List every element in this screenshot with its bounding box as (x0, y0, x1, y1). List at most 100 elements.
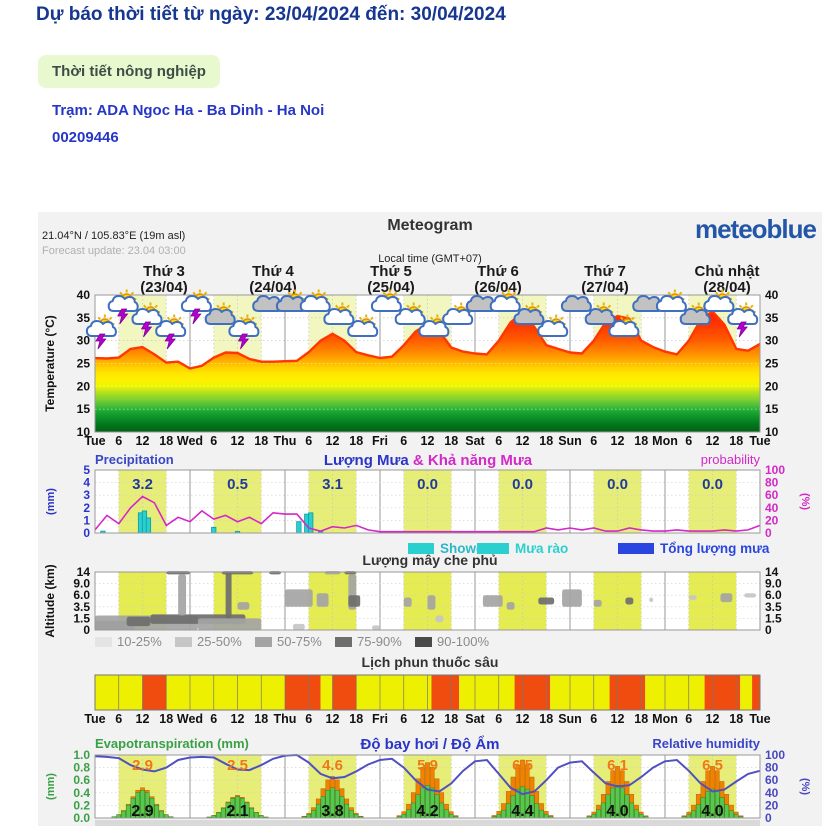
spray-block-bad (609, 675, 646, 710)
weather-icon-thunder (85, 314, 117, 350)
reference-bar (724, 804, 730, 819)
cloud-shape (228, 320, 260, 337)
time-axis-label: 12 (421, 712, 435, 726)
sun-ray (429, 316, 434, 321)
reference-bar (691, 810, 696, 819)
weather-icon-partly (323, 302, 355, 325)
shower-bar (308, 512, 314, 534)
day-header-5: Chủ nhật (28/04) (694, 263, 760, 296)
time-axis-label: 6 (685, 434, 692, 448)
precip-title-right: probability (701, 452, 761, 467)
sun-ray (108, 316, 113, 321)
reference-bar (638, 814, 644, 819)
cloud-shape (442, 308, 474, 325)
time-axis-label: 12 (421, 434, 435, 448)
temp-ytick-right: 15 (765, 402, 779, 416)
sun-ray (334, 304, 339, 309)
weather-icon-mostly (679, 302, 711, 325)
time-axis-label: 12 (706, 434, 720, 448)
agri-weather-badge[interactable]: Thời tiết nông nghiệp (38, 55, 220, 88)
local-time-label: Local time (GMT+07) (378, 253, 482, 265)
cloud-blob (403, 597, 412, 607)
evapo-ytick-right: 80 (765, 761, 779, 775)
spray-block-bad (142, 675, 167, 710)
reference-daily-total: 4.0 (701, 803, 723, 820)
cloud-blob (649, 597, 654, 603)
reference-bar (154, 805, 160, 819)
time-axis-label: Sun (558, 712, 582, 726)
reference-bar (125, 805, 131, 819)
time-axis-label: 18 (254, 712, 268, 726)
reference-bar (121, 810, 126, 819)
lightning-bolt (140, 321, 153, 338)
lightning-bolt (736, 321, 748, 338)
time-axis-label: 12 (516, 712, 530, 726)
reference-bar (596, 809, 601, 819)
time-axis-label: Mon (652, 712, 678, 726)
time-axis-label: 6 (115, 434, 122, 448)
reference-bar (501, 809, 506, 819)
cloud-blob (538, 597, 555, 605)
spray-block-ok (459, 675, 515, 710)
time-axis-label: 6 (305, 712, 312, 726)
sun-ray (311, 291, 315, 296)
reference-daily-total: 2.9 (131, 803, 153, 820)
sun-ray (130, 291, 135, 296)
meteogram-panel: Meteogram meteoblue 21.04°N / 105.83°E (… (38, 212, 822, 826)
lightning-bolt (95, 333, 107, 350)
precip-ytick-right: 40 (765, 501, 779, 515)
precip-daily-total: 0.0 (607, 476, 628, 493)
reference-daily-total: 4.0 (606, 803, 628, 820)
sun-ray (596, 304, 600, 309)
sun-ray (501, 291, 505, 296)
reference-bar (439, 802, 445, 819)
reference-bar (315, 803, 321, 819)
meteogram-coordinates: 21.04°N / 105.83°E (19m asl) (42, 230, 186, 242)
page-title: Dự báo thời tiết từ ngày: 23/04/2024 đến… (36, 4, 506, 25)
reference-bar (401, 814, 407, 819)
sun-ray (227, 304, 232, 309)
sun-ray (203, 291, 208, 296)
cloud-blob (562, 589, 582, 607)
reference-bar (505, 803, 511, 819)
weather-icon-partly (347, 314, 379, 337)
evapo-daily-total: 2.9 (132, 757, 153, 774)
temp-ytick-right: 25 (765, 357, 779, 371)
lightning-bolt (164, 333, 176, 350)
station-id: 00209446 (52, 129, 119, 146)
weather-icon-partly (489, 289, 521, 312)
lightning-bolt (117, 308, 129, 325)
sun-ray (370, 316, 374, 321)
sun-ray (678, 291, 683, 296)
time-axis-label: 6 (400, 712, 407, 726)
day-header-3: Thứ 6 (26/04) (474, 263, 522, 296)
time-axis-label: 18 (159, 712, 173, 726)
spray-block-ok (320, 675, 333, 710)
weather-icon-partly (655, 289, 687, 312)
time-axis-label: 6 (685, 712, 692, 726)
cloud-blob (688, 595, 697, 600)
reference-bar (353, 814, 359, 819)
cloud-shape (131, 308, 163, 325)
time-axis-label: Sun (558, 434, 582, 448)
time-axis-label: 18 (539, 434, 553, 448)
cloud-legend-label: 25-50% (197, 634, 242, 649)
time-axis-label: 18 (444, 434, 458, 448)
cloud-ytick-right: 14 (765, 565, 779, 579)
cloud-shape (727, 308, 759, 325)
sun-ray (738, 304, 743, 309)
reference-daily-total: 4.2 (416, 803, 438, 820)
cloud-shape (489, 295, 521, 312)
time-axis-label: 12 (326, 712, 340, 726)
reference-bar (634, 809, 639, 819)
evapo-daily-total: 6.5 (702, 757, 723, 774)
sun-ray (298, 291, 303, 296)
cloud-shape (418, 320, 450, 337)
time-axis-label: Fri (372, 434, 388, 448)
spray-block-bad (704, 675, 741, 710)
temp-ytick-left: 35 (77, 311, 91, 325)
meteoblue-logo[interactable]: meteoblue (694, 214, 817, 244)
temp-axis-title: Temperature (°C) (43, 315, 57, 412)
